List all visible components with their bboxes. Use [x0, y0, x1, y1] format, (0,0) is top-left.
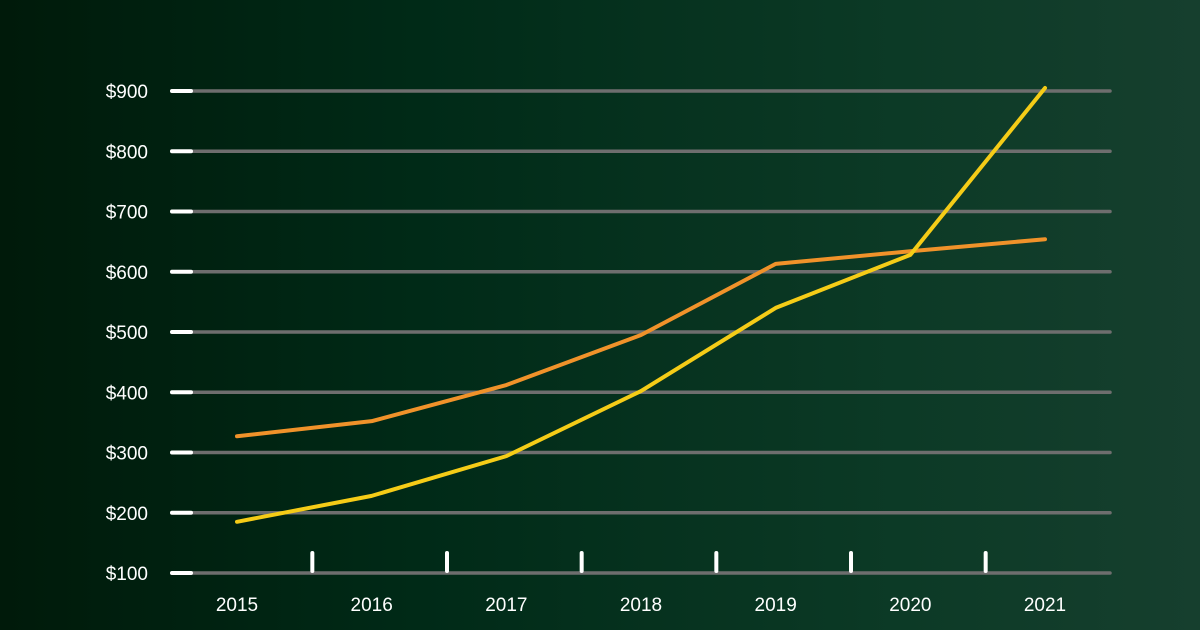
y-tick-label: $700	[106, 203, 148, 224]
y-tick-label: $800	[106, 142, 148, 163]
gridlines	[170, 89, 1112, 575]
y-axis: $100 $200 $300 $400 $500 $600 $700 $800 $900	[106, 82, 193, 585]
series-lines	[235, 85, 1047, 524]
y-tick-label: $400	[106, 383, 148, 404]
series-line-2	[235, 85, 1047, 524]
y-tick-label: $500	[106, 323, 148, 344]
y-tick-label: $900	[106, 82, 148, 103]
x-tick-label: 2019	[755, 595, 797, 616]
x-tick-label: 2015	[216, 595, 258, 616]
series-line-1	[235, 237, 1047, 439]
x-tick-label: 2020	[889, 595, 931, 616]
x-axis: 2015 2016 2017 2018 2019 2020 2021	[216, 551, 1066, 616]
x-tick-label: 2018	[620, 595, 662, 616]
x-tick-label: 2017	[485, 595, 527, 616]
y-tick-label: $200	[106, 504, 148, 525]
y-tick-label: $100	[106, 564, 148, 585]
y-tick-label: $600	[106, 263, 148, 284]
x-tick-label: 2021	[1024, 595, 1066, 616]
y-tick-label: $300	[106, 444, 148, 465]
x-tick-label: 2016	[351, 595, 393, 616]
